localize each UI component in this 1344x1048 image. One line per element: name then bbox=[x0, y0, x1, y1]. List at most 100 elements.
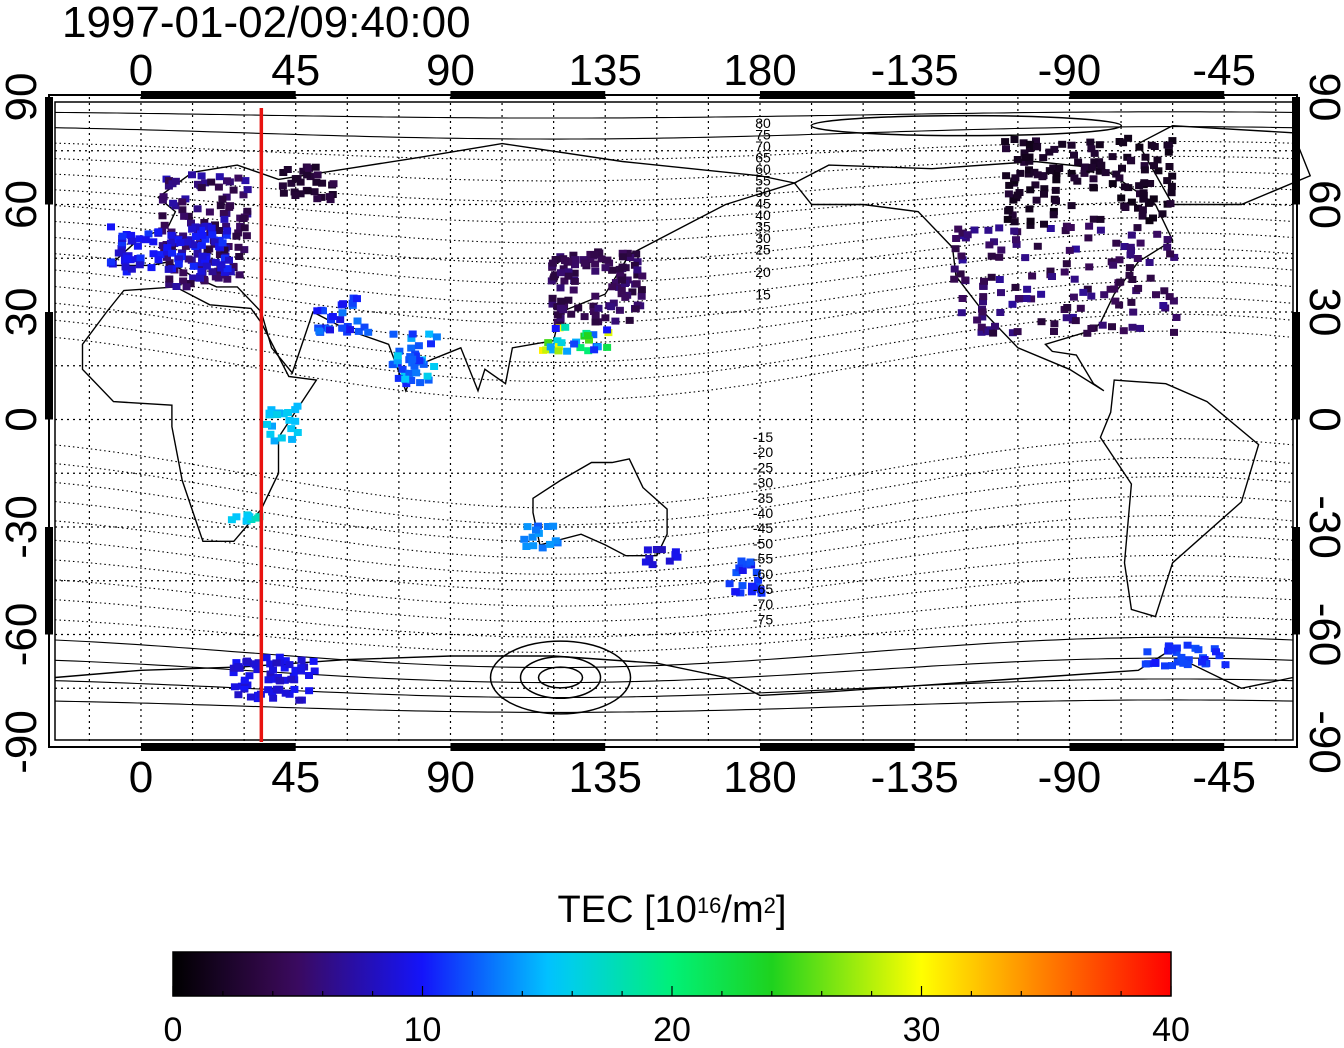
tec-cell bbox=[222, 193, 231, 201]
tec-cell bbox=[279, 409, 288, 417]
tec-cell bbox=[318, 179, 327, 187]
tec-cell bbox=[220, 215, 229, 223]
tec-cell bbox=[196, 274, 204, 282]
tec-cell bbox=[1039, 154, 1048, 162]
tec-cell bbox=[548, 294, 557, 302]
tec-cell bbox=[1050, 145, 1059, 153]
tec-cell bbox=[232, 513, 241, 521]
tec-cell bbox=[401, 375, 410, 383]
tec-cell bbox=[222, 231, 231, 239]
lat-tick-label-left: -60 bbox=[0, 603, 46, 667]
tec-cell bbox=[553, 311, 562, 319]
tec-cell bbox=[1083, 329, 1092, 337]
tec-cell bbox=[1152, 291, 1160, 299]
tec-cell bbox=[603, 326, 612, 334]
lat-tick-label-left: 60 bbox=[0, 180, 46, 229]
tec-cell bbox=[424, 376, 433, 384]
tec-cell bbox=[414, 342, 423, 350]
tec-cell bbox=[291, 192, 300, 199]
colorbar-tick-label: 0 bbox=[164, 1011, 183, 1048]
tec-cell bbox=[189, 241, 198, 249]
tec-cell bbox=[546, 343, 555, 351]
contour-line bbox=[54, 313, 1294, 383]
tec-cell bbox=[252, 661, 261, 669]
contour-label: 65 bbox=[755, 150, 771, 166]
tec-cell bbox=[275, 653, 284, 661]
tec-cell bbox=[633, 258, 642, 266]
tec-cell bbox=[529, 542, 538, 550]
tec-cell bbox=[1003, 215, 1012, 223]
tec-cell bbox=[611, 317, 620, 325]
contour-ellipse bbox=[489, 640, 632, 715]
tec-cell bbox=[579, 256, 588, 264]
tec-cell bbox=[280, 676, 289, 684]
tec-cell bbox=[416, 379, 425, 387]
tec-cell bbox=[1005, 181, 1014, 189]
tec-cell bbox=[423, 372, 432, 380]
tec-cell bbox=[1083, 285, 1092, 293]
contour-label: -55 bbox=[753, 551, 773, 567]
contour-label: -60 bbox=[753, 566, 773, 582]
tec-cell bbox=[1138, 212, 1147, 220]
tec-cell bbox=[544, 339, 553, 347]
tec-cell bbox=[338, 324, 347, 332]
tec-cell bbox=[287, 179, 296, 187]
lat-tick-label-right: 0 bbox=[1300, 407, 1344, 431]
tec-cell bbox=[269, 666, 277, 674]
tec-cell bbox=[278, 182, 287, 190]
contour-label: -45 bbox=[753, 520, 773, 536]
tec-cell bbox=[1019, 139, 1028, 147]
tec-cell bbox=[215, 227, 223, 234]
tec-cell bbox=[1065, 246, 1074, 254]
tec-cell bbox=[1108, 180, 1117, 188]
tec-cell bbox=[172, 283, 181, 290]
right-tick-bar bbox=[1292, 527, 1300, 635]
tec-cell bbox=[188, 171, 196, 179]
tec-cell bbox=[1160, 287, 1169, 295]
tec-cell bbox=[951, 245, 960, 253]
colorbar-tick-label: 40 bbox=[1152, 1011, 1190, 1048]
tec-cell bbox=[1080, 169, 1089, 177]
tec-cell bbox=[121, 263, 130, 271]
tec-cell bbox=[197, 267, 206, 275]
tec-cell bbox=[611, 279, 620, 286]
tec-cell bbox=[1166, 200, 1175, 208]
tec-cell bbox=[1119, 327, 1128, 335]
tec-cell bbox=[973, 316, 982, 324]
tec-cell bbox=[538, 544, 547, 552]
tec-cell bbox=[977, 328, 986, 336]
tec-cell bbox=[179, 269, 188, 277]
lat-tick-label-right: -90 bbox=[1300, 710, 1344, 774]
tec-cell bbox=[997, 289, 1005, 297]
tec-cell bbox=[1183, 661, 1192, 669]
tec-cell bbox=[522, 543, 531, 550]
tec-cell bbox=[997, 246, 1006, 254]
tec-cell bbox=[1004, 190, 1013, 198]
tec-cell bbox=[254, 514, 263, 522]
tec-cell bbox=[297, 656, 306, 664]
tec-cell bbox=[560, 277, 569, 285]
lon-tick-label-bottom: 0 bbox=[129, 753, 153, 802]
map-grid bbox=[55, 97, 1293, 742]
tec-cell bbox=[1095, 167, 1104, 175]
tec-cell bbox=[1141, 660, 1150, 668]
tec-cell bbox=[978, 313, 987, 321]
tec-cell bbox=[1096, 226, 1105, 234]
tec-cell bbox=[118, 232, 127, 240]
tec-cell bbox=[107, 223, 115, 231]
tec-cell bbox=[234, 243, 243, 251]
tec-cell bbox=[590, 308, 598, 315]
tec-cell bbox=[637, 286, 646, 294]
lat-tick-label-left: -30 bbox=[0, 495, 46, 559]
right-tick-bar bbox=[1292, 97, 1300, 205]
tec-cell bbox=[1112, 170, 1121, 178]
tec-cell bbox=[553, 337, 562, 345]
tec-cell bbox=[648, 561, 657, 569]
tec-cell bbox=[1010, 227, 1019, 235]
tec-cell bbox=[1126, 156, 1135, 164]
top-tick-bar bbox=[759, 91, 915, 99]
tec-cell bbox=[1026, 221, 1035, 229]
tec-cell bbox=[312, 178, 321, 186]
tec-cell bbox=[1096, 215, 1105, 223]
tec-cell bbox=[570, 340, 579, 348]
